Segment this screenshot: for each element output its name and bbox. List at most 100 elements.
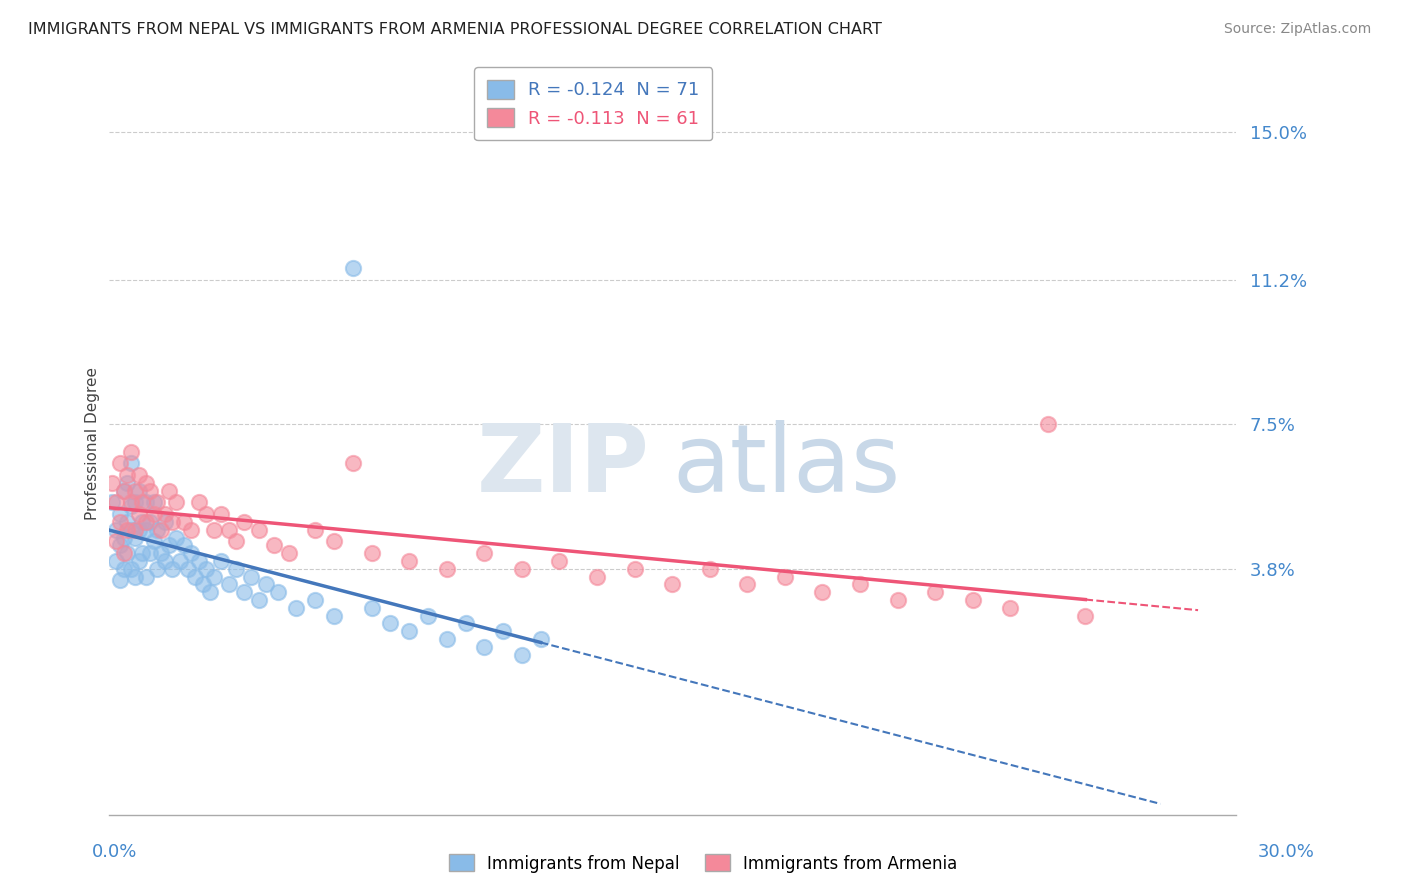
Point bbox=[240, 569, 263, 583]
Point bbox=[128, 523, 150, 537]
Point bbox=[128, 554, 150, 568]
Point bbox=[128, 483, 150, 498]
Point bbox=[218, 523, 240, 537]
Point bbox=[191, 577, 214, 591]
Point bbox=[117, 546, 139, 560]
Point bbox=[120, 495, 142, 509]
Point bbox=[530, 632, 553, 646]
Point bbox=[153, 554, 176, 568]
Point bbox=[142, 507, 165, 521]
Point bbox=[811, 585, 834, 599]
Point bbox=[232, 515, 254, 529]
Point bbox=[1000, 600, 1022, 615]
Point bbox=[323, 608, 346, 623]
Point bbox=[139, 483, 162, 498]
Point bbox=[247, 523, 270, 537]
Legend: R = -0.124  N = 71, R = -0.113  N = 61: R = -0.124 N = 71, R = -0.113 N = 61 bbox=[474, 68, 713, 140]
Point bbox=[146, 523, 169, 537]
Point bbox=[586, 569, 609, 583]
Point bbox=[436, 562, 458, 576]
Point bbox=[112, 546, 135, 560]
Point bbox=[105, 554, 128, 568]
Point bbox=[202, 523, 225, 537]
Point bbox=[108, 574, 131, 588]
Point bbox=[117, 523, 139, 537]
Point bbox=[105, 534, 128, 549]
Point bbox=[380, 616, 402, 631]
Point bbox=[209, 554, 232, 568]
Point bbox=[124, 495, 146, 509]
Point bbox=[661, 577, 683, 591]
Point bbox=[886, 593, 908, 607]
Point bbox=[165, 495, 187, 509]
Point bbox=[101, 495, 124, 509]
Point bbox=[735, 577, 758, 591]
Text: ZIP: ZIP bbox=[477, 420, 650, 512]
Point bbox=[187, 554, 209, 568]
Point bbox=[124, 483, 146, 498]
Point bbox=[285, 600, 308, 615]
Point bbox=[108, 457, 131, 471]
Point bbox=[117, 515, 139, 529]
Point bbox=[135, 475, 157, 490]
Point bbox=[1036, 417, 1059, 432]
Point bbox=[101, 475, 124, 490]
Point bbox=[218, 577, 240, 591]
Point bbox=[184, 569, 207, 583]
Point bbox=[173, 515, 195, 529]
Point bbox=[135, 523, 157, 537]
Point bbox=[247, 593, 270, 607]
Point bbox=[105, 495, 128, 509]
Point bbox=[117, 468, 139, 483]
Point bbox=[323, 534, 346, 549]
Point bbox=[454, 616, 477, 631]
Text: IMMIGRANTS FROM NEPAL VS IMMIGRANTS FROM ARMENIA PROFESSIONAL DEGREE CORRELATION: IMMIGRANTS FROM NEPAL VS IMMIGRANTS FROM… bbox=[28, 22, 882, 37]
Point bbox=[108, 538, 131, 552]
Point bbox=[198, 585, 221, 599]
Point bbox=[254, 577, 277, 591]
Point bbox=[209, 507, 232, 521]
Point bbox=[924, 585, 946, 599]
Text: Source: ZipAtlas.com: Source: ZipAtlas.com bbox=[1223, 22, 1371, 37]
Point bbox=[773, 569, 796, 583]
Point bbox=[142, 495, 165, 509]
Point bbox=[135, 515, 157, 529]
Point bbox=[135, 569, 157, 583]
Point bbox=[416, 608, 439, 623]
Point bbox=[124, 569, 146, 583]
Point bbox=[108, 515, 131, 529]
Point bbox=[195, 507, 218, 521]
Point bbox=[105, 523, 128, 537]
Point bbox=[1074, 608, 1097, 623]
Text: 0.0%: 0.0% bbox=[91, 843, 136, 861]
Point bbox=[128, 507, 150, 521]
Point bbox=[699, 562, 721, 576]
Point bbox=[120, 562, 142, 576]
Point bbox=[360, 546, 382, 560]
Point bbox=[112, 562, 135, 576]
Point bbox=[120, 500, 142, 514]
Point bbox=[304, 523, 326, 537]
Point bbox=[195, 562, 218, 576]
Point bbox=[278, 546, 301, 560]
Point bbox=[117, 475, 139, 490]
Point bbox=[472, 546, 495, 560]
Point bbox=[139, 546, 162, 560]
Point bbox=[225, 562, 247, 576]
Point bbox=[962, 593, 984, 607]
Point bbox=[266, 585, 288, 599]
Point bbox=[153, 515, 176, 529]
Point bbox=[187, 495, 209, 509]
Point bbox=[510, 562, 533, 576]
Point bbox=[139, 515, 162, 529]
Point bbox=[108, 507, 131, 521]
Point bbox=[131, 546, 153, 560]
Point bbox=[398, 554, 420, 568]
Text: 30.0%: 30.0% bbox=[1258, 843, 1315, 861]
Point bbox=[180, 523, 202, 537]
Point bbox=[131, 515, 153, 529]
Point bbox=[849, 577, 872, 591]
Point bbox=[112, 483, 135, 498]
Point bbox=[153, 507, 176, 521]
Point bbox=[131, 495, 153, 509]
